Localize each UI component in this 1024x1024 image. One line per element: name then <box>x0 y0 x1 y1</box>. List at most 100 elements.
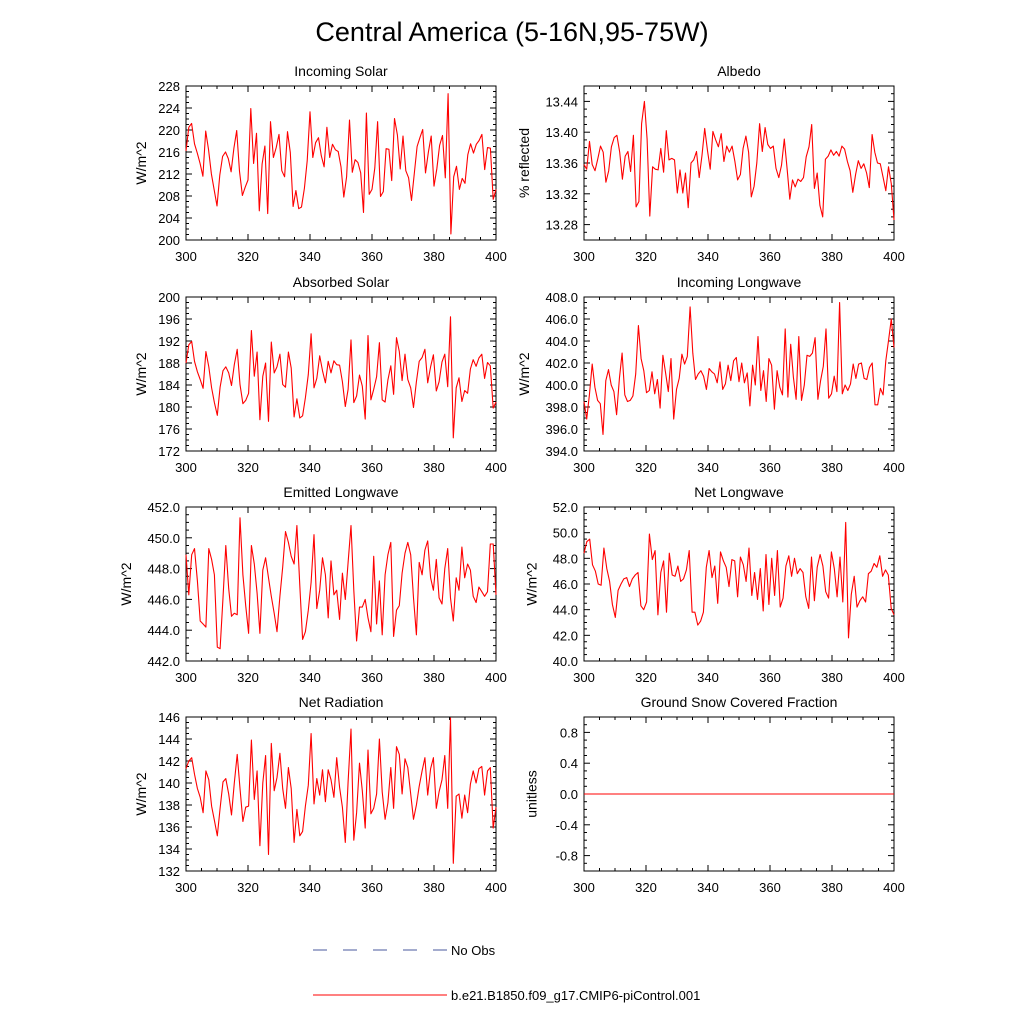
x-tick-label: 320 <box>635 880 657 895</box>
y-tick-label: 446.0 <box>147 592 180 607</box>
panel-incoming-longwave: 300 320 340 360 380 400 394.0 396.0 398.0 400.0 40… <box>516 274 905 475</box>
y-tick-label: 142 <box>158 754 180 769</box>
x-tick-label: 320 <box>635 670 657 685</box>
panel-net-longwave: 300 320 340 360 380 400 40.0 42.0 44.0 46.0 48.0 50… <box>523 484 904 685</box>
series-line <box>583 521 895 639</box>
x-tick-label: 340 <box>299 460 321 475</box>
y-tick-label: 208 <box>158 189 180 204</box>
x-tick-label: 380 <box>423 670 445 685</box>
y-tick-label: 172 <box>158 444 180 459</box>
y-tick-label: 200 <box>158 290 180 305</box>
series-line <box>185 316 497 439</box>
y-tick-label: 13.28 <box>545 218 578 233</box>
y-tick-label: 216 <box>158 145 180 160</box>
y-tick-label: 184 <box>158 378 180 393</box>
y-tick-label: 146 <box>158 710 180 725</box>
y-tick-label: 402.0 <box>545 356 578 371</box>
y-tick-label: -0.4 <box>556 818 578 833</box>
x-tick-label: 360 <box>759 880 781 895</box>
x-tick-label: 380 <box>423 249 445 264</box>
x-tick-label: 360 <box>759 460 781 475</box>
y-tick-label: 132 <box>158 864 180 879</box>
x-tick-label: 340 <box>697 460 719 475</box>
y-tick-label: 13.44 <box>545 94 578 109</box>
y-tick-label: 144 <box>158 732 180 747</box>
y-tick-label: 176 <box>158 422 180 437</box>
y-tick-label: 228 <box>158 79 180 94</box>
y-tick-label: 50.0 <box>553 526 578 541</box>
x-tick-label: 400 <box>883 460 905 475</box>
x-tick-label: 340 <box>697 670 719 685</box>
x-tick-label: 360 <box>361 249 383 264</box>
series-line <box>185 93 497 235</box>
y-tick-label: 52.0 <box>553 500 578 515</box>
y-axis-label: unitless <box>523 770 539 817</box>
series-line <box>583 100 895 221</box>
plot-frame <box>583 296 895 452</box>
y-tick-label: 140 <box>158 776 180 791</box>
y-tick-label: 13.36 <box>545 156 578 171</box>
y-tick-label: 188 <box>158 356 180 371</box>
series-line <box>185 717 497 864</box>
figure-title: Central America (5-16N,95-75W) <box>315 17 708 47</box>
panel-net-radiation: 300 320 340 360 380 400 132 134 136 138 140 142 144 1… <box>133 694 507 895</box>
panel-title: Net Longwave <box>694 484 784 500</box>
y-axis-label: W/m^2 <box>133 772 149 815</box>
y-tick-label: 394.0 <box>545 444 578 459</box>
y-tick-label: 396.0 <box>545 422 578 437</box>
y-tick-label: 442.0 <box>147 654 180 669</box>
y-tick-label: 44.0 <box>553 603 578 618</box>
y-tick-label: 204 <box>158 211 180 226</box>
y-tick-label: -0.8 <box>556 849 578 864</box>
y-axis-label: W/m^2 <box>133 141 149 184</box>
x-tick-label: 320 <box>237 249 259 264</box>
x-tick-label: 380 <box>821 460 843 475</box>
panel-title: Incoming Solar <box>294 63 388 79</box>
y-axis-label: W/m^2 <box>133 352 149 395</box>
x-tick-label: 300 <box>573 249 595 264</box>
x-tick-label: 340 <box>299 880 321 895</box>
y-tick-label: 220 <box>158 123 180 138</box>
y-tick-label: 134 <box>158 842 180 857</box>
y-tick-label: 196 <box>158 312 180 327</box>
panel-title: Absorbed Solar <box>293 274 390 290</box>
y-tick-label: 136 <box>158 820 180 835</box>
y-tick-label: 444.0 <box>147 623 180 638</box>
y-tick-label: 398.0 <box>545 400 578 415</box>
y-tick-label: 200 <box>158 233 180 248</box>
series-line <box>185 517 497 650</box>
x-tick-label: 320 <box>635 249 657 264</box>
y-tick-label: 400.0 <box>545 378 578 393</box>
x-tick-label: 360 <box>361 460 383 475</box>
y-tick-label: 0.0 <box>560 787 578 802</box>
x-tick-label: 380 <box>821 880 843 895</box>
x-tick-label: 400 <box>485 670 507 685</box>
x-tick-label: 400 <box>485 460 507 475</box>
y-tick-label: 0.4 <box>560 756 578 771</box>
x-tick-label: 340 <box>299 249 321 264</box>
x-tick-label: 380 <box>423 460 445 475</box>
panel-absorbed-solar: 300 320 340 360 380 400 172 176 180 184 188 192 196 2… <box>133 274 507 475</box>
y-tick-label: 406.0 <box>545 312 578 327</box>
x-tick-label: 360 <box>361 670 383 685</box>
y-axis-label: W/m^2 <box>523 562 539 605</box>
y-tick-label: 450.0 <box>147 531 180 546</box>
x-tick-label: 320 <box>237 880 259 895</box>
y-tick-label: 404.0 <box>545 334 578 349</box>
panel-title: Incoming Longwave <box>677 274 802 290</box>
x-tick-label: 380 <box>821 249 843 264</box>
y-tick-label: 42.0 <box>553 628 578 643</box>
x-tick-label: 400 <box>883 670 905 685</box>
y-tick-label: 448.0 <box>147 562 180 577</box>
panel-title: Ground Snow Covered Fraction <box>641 694 838 710</box>
x-tick-label: 340 <box>299 670 321 685</box>
legend-label-model: b.e21.B1850.f09_g17.CMIP6-piControl.001 <box>451 988 700 1003</box>
y-tick-label: 408.0 <box>545 290 578 305</box>
y-tick-label: 224 <box>158 101 180 116</box>
x-tick-label: 360 <box>361 880 383 895</box>
legend-label-no-obs: No Obs <box>451 943 496 958</box>
y-tick-label: 452.0 <box>147 500 180 515</box>
x-tick-label: 320 <box>237 460 259 475</box>
x-tick-label: 320 <box>635 460 657 475</box>
x-tick-label: 400 <box>883 880 905 895</box>
